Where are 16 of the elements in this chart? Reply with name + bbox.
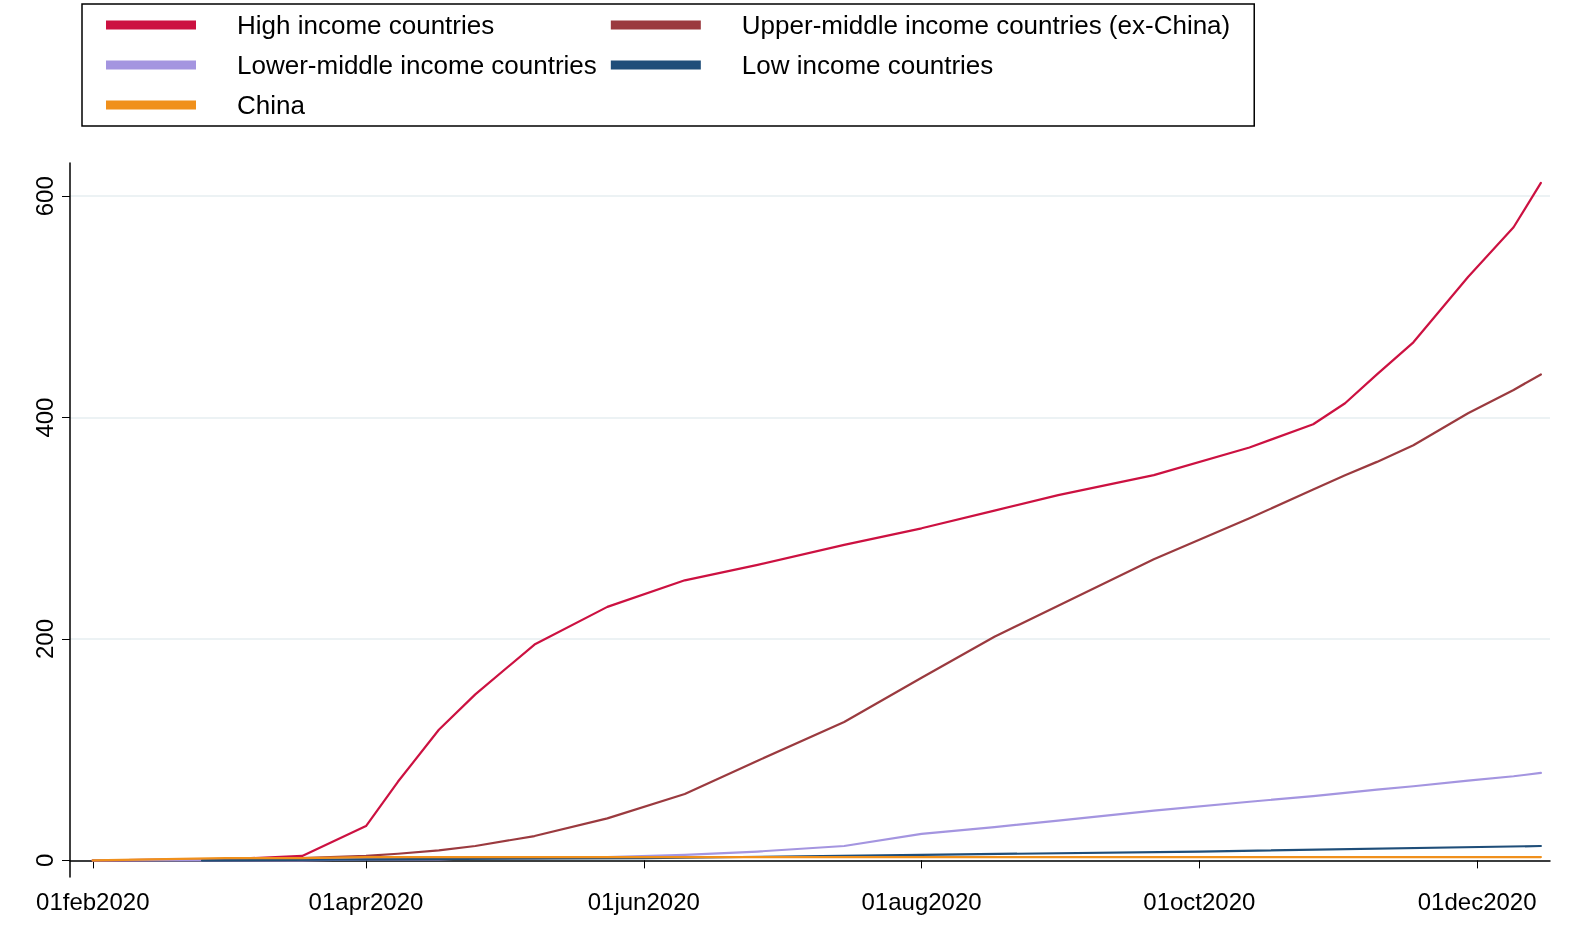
x-tick-label: 01jun2020: [587, 887, 700, 915]
legend-label: High income countries: [237, 10, 495, 40]
x-tick-label: 01dec2020: [1417, 887, 1537, 915]
y-tick-label: 600: [30, 176, 58, 217]
legend-label: Low income countries: [741, 50, 994, 80]
legend-label: Upper-middle income countries (ex-China): [741, 10, 1231, 40]
y-tick-label: 200: [30, 618, 58, 660]
y-tick-label: 0: [30, 853, 58, 868]
x-tick-label: 01aug2020: [861, 887, 982, 915]
line-series: [200, 844, 1542, 862]
legend-label: China: [237, 90, 306, 120]
y-tick-label: 400: [30, 397, 58, 438]
x-tick-label: 01feb2020: [36, 887, 150, 915]
x-tick-label: 01apr2020: [308, 887, 424, 915]
x-tick-label: 01oct2020: [1143, 887, 1256, 915]
legend-label: Lower-middle income countries: [237, 50, 597, 80]
